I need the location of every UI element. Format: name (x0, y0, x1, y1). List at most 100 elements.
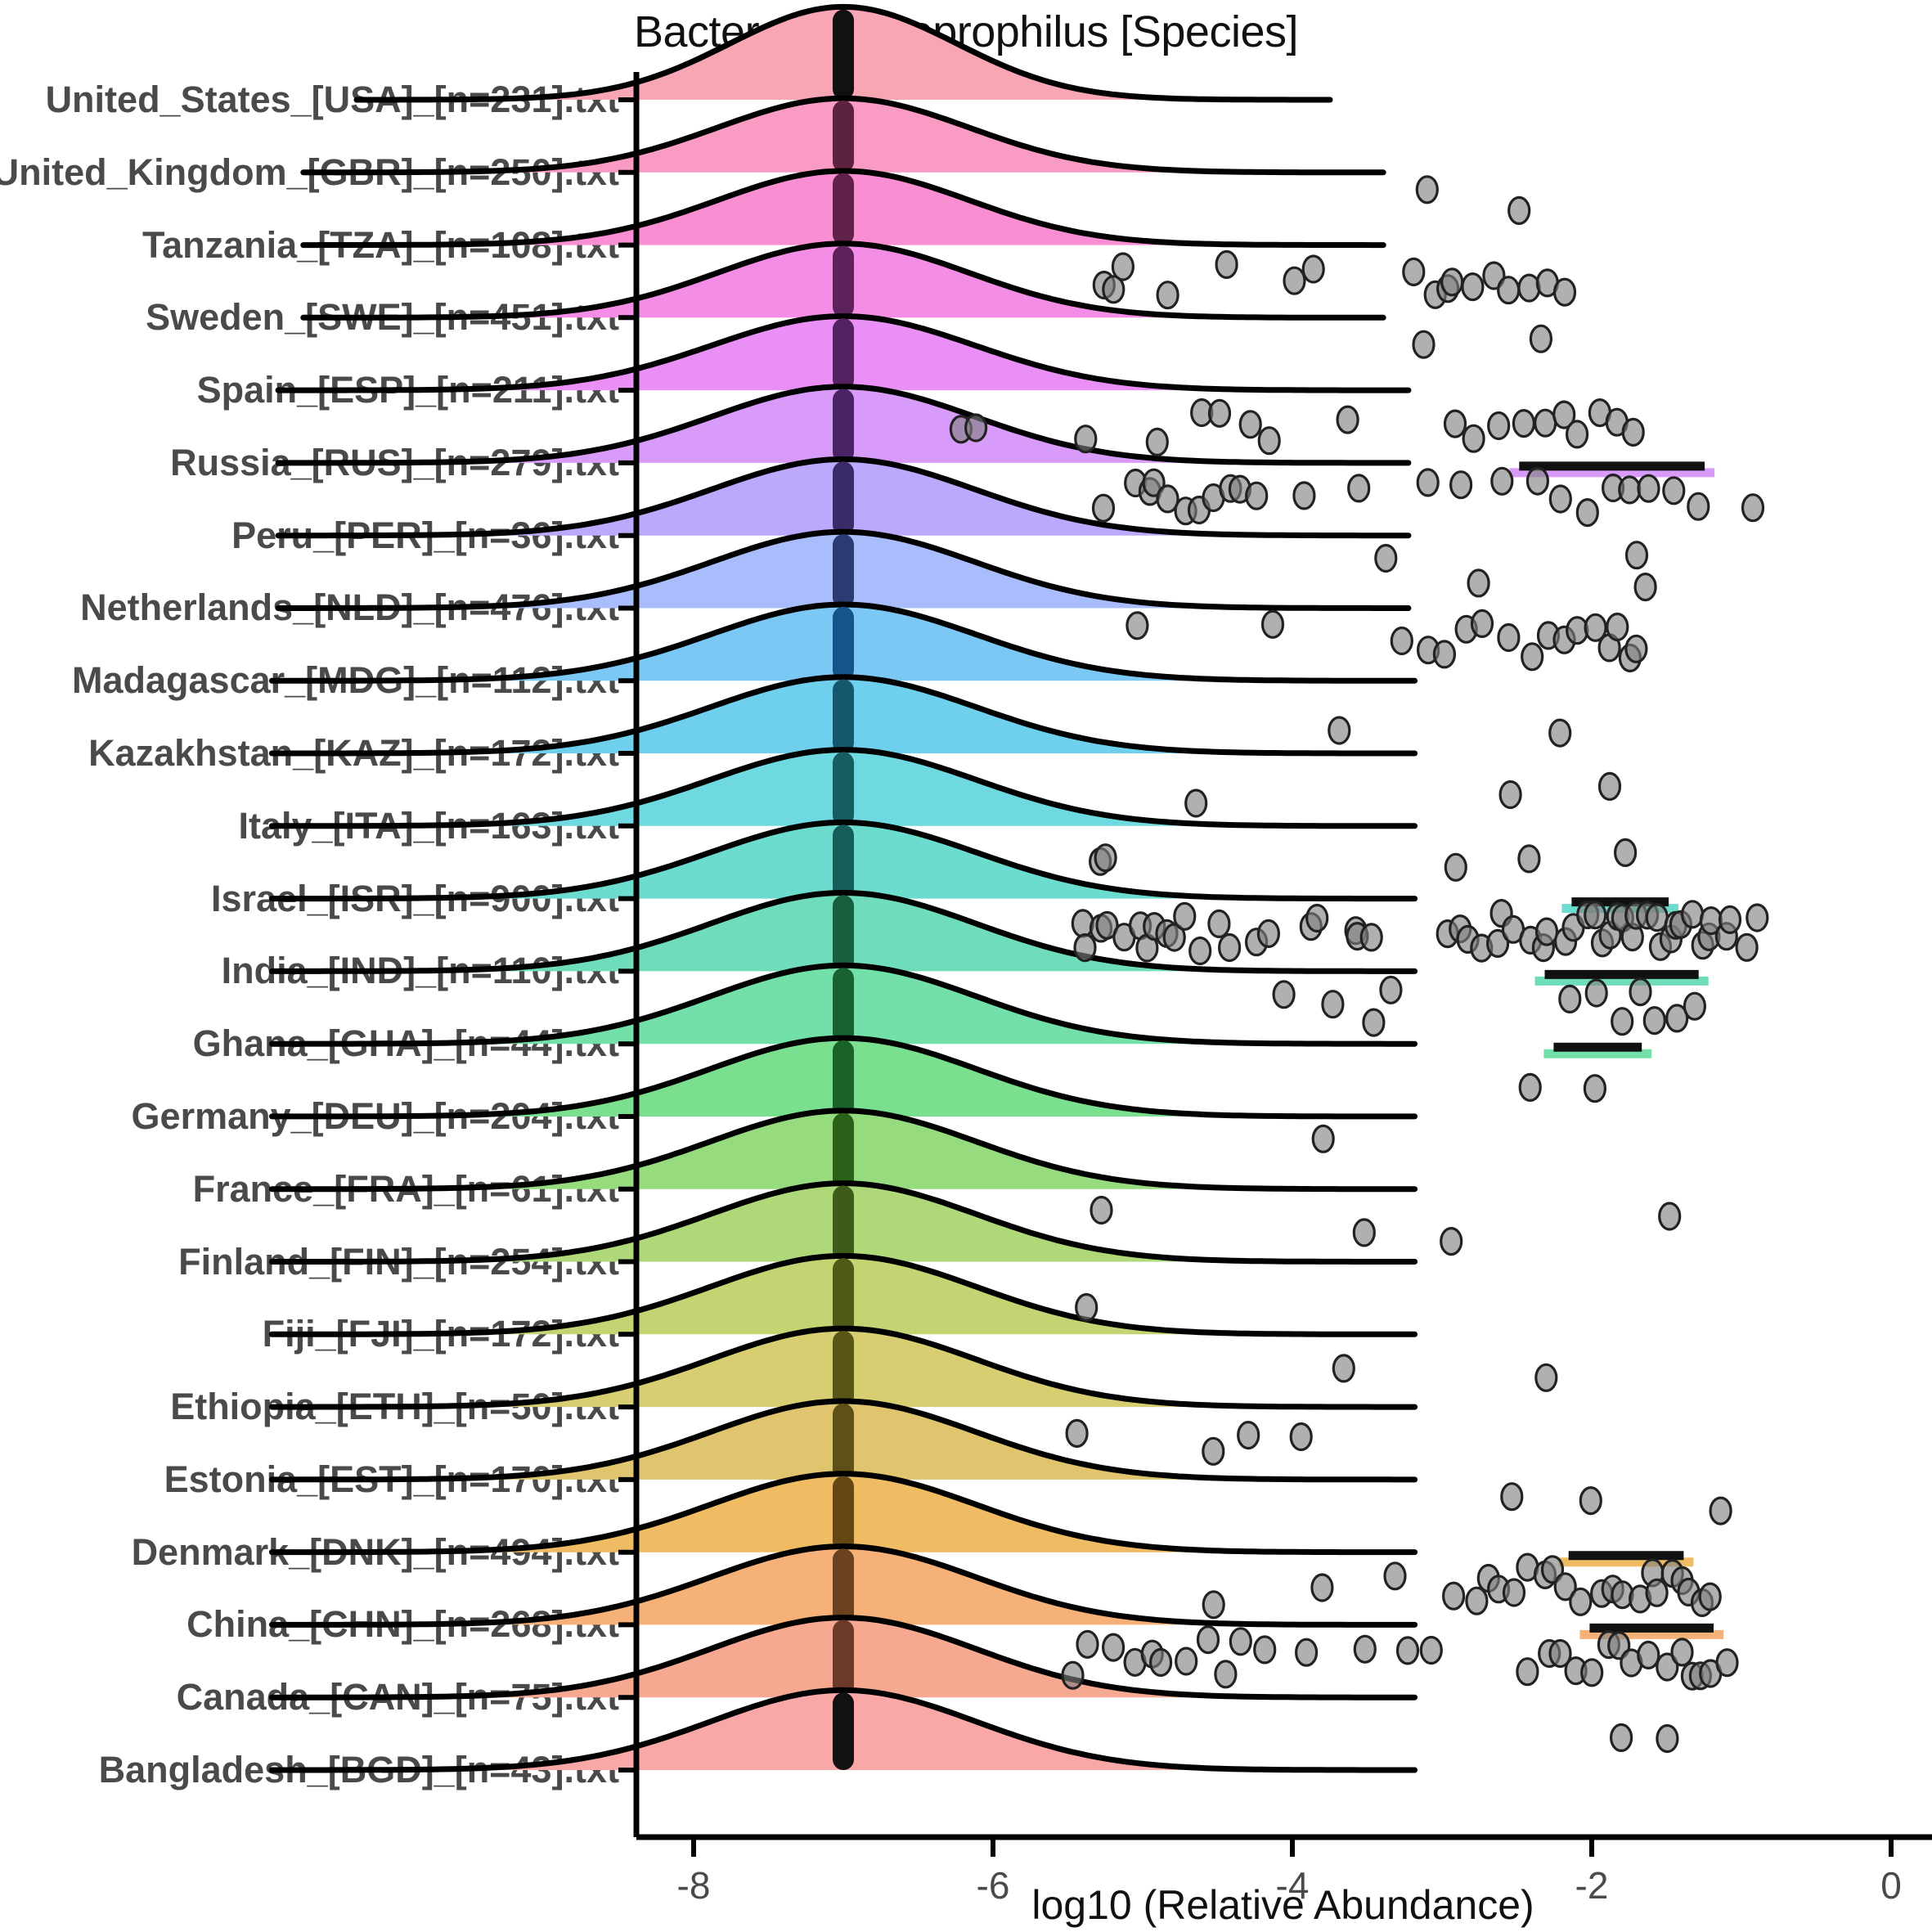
scatter-point (1383, 1561, 1407, 1591)
quantile-bar (833, 1620, 854, 1698)
quantile-bar (833, 824, 854, 899)
scatter-point (1580, 1658, 1604, 1687)
scatter-point (1709, 1496, 1732, 1525)
scatter-point (1142, 468, 1166, 497)
scatter-point (1217, 932, 1242, 963)
scatter-point (1336, 405, 1359, 434)
scatter-point (1283, 266, 1306, 295)
ridge-outline (268, 1398, 1418, 1483)
scatter-point (1321, 990, 1345, 1019)
quantile-bar (833, 100, 854, 173)
scatter-point (1583, 1074, 1607, 1103)
ridge-outline (268, 890, 1418, 974)
scatter-point (1347, 474, 1371, 503)
scatter-point (1412, 330, 1436, 359)
scatter-point (1374, 543, 1398, 573)
scatter-point (1741, 493, 1765, 523)
scatter-point (1256, 919, 1281, 949)
scatter-point (1305, 903, 1329, 933)
scatter-point (1609, 1723, 1633, 1752)
scatter-point (1534, 1363, 1558, 1392)
scatter-point (1497, 622, 1521, 653)
scatter-point (1629, 977, 1652, 1007)
scatter-point (1214, 1660, 1238, 1689)
axis-layer (618, 72, 1932, 1857)
quantile-bar (833, 1258, 854, 1335)
scatter-point (1257, 426, 1281, 456)
scatter-point (1148, 1647, 1173, 1678)
quantile-bar (833, 606, 854, 681)
quantile-bar (833, 1331, 854, 1408)
scatter-point (1101, 1633, 1126, 1662)
ridge-outline (268, 1543, 1418, 1628)
scatter-point (1301, 254, 1325, 284)
scatter-point (1470, 609, 1494, 639)
scatter-point (1715, 1648, 1739, 1678)
scatter-point (1073, 932, 1097, 963)
scatter-point (1332, 1354, 1355, 1383)
x-axis-tick-label: -6 (976, 1864, 1010, 1907)
scatter-point (1718, 905, 1742, 935)
scatter-point (1565, 420, 1589, 449)
scatter-point (1207, 398, 1232, 428)
scatter-point (1670, 1638, 1694, 1667)
scatter-point (1462, 424, 1485, 453)
scatter-point (1402, 257, 1426, 286)
ridge-layer (268, 3, 1418, 1773)
scatter-point (1575, 497, 1599, 528)
scatter-point (1289, 1422, 1313, 1452)
scatter-point (1188, 936, 1212, 966)
scatter-point (1090, 1195, 1113, 1225)
scatter-point (1658, 1202, 1682, 1231)
scatter-point (1076, 1629, 1099, 1659)
scatter-point (1237, 1420, 1260, 1450)
scatter-point (1061, 1660, 1085, 1690)
scatter-point (1272, 980, 1296, 1009)
scatter-point (1683, 991, 1706, 1021)
quantile-bar (833, 9, 854, 100)
scatter-point (1746, 903, 1769, 932)
quantile-bar (833, 1476, 854, 1552)
ridge-outline (300, 95, 1386, 176)
scatter-point (1207, 909, 1231, 939)
scatter-point (1091, 493, 1116, 523)
x-axis-tick-label: -4 (1275, 1864, 1310, 1907)
scatter-point (1162, 923, 1186, 952)
scatter-point (1613, 838, 1638, 868)
quantile-bar (833, 968, 854, 1045)
scatter-point (1611, 1007, 1634, 1036)
scatter-point (1292, 481, 1316, 510)
scatter-point (1502, 1578, 1526, 1607)
scatter-point (1202, 1590, 1225, 1620)
ridge-outline (275, 384, 1412, 466)
scatter-point (1145, 427, 1169, 457)
ridge-outline (268, 1687, 1418, 1773)
ridge-outline (300, 240, 1386, 321)
scatter-point (1584, 901, 1607, 930)
quantile-bar (833, 752, 854, 826)
scatter-point (1359, 923, 1383, 952)
scatter-point (1500, 1482, 1524, 1512)
quantile-bar (833, 1040, 854, 1117)
x-axis-title: log10 (Relative Abundance) (1031, 1882, 1534, 1928)
scatter-point (1173, 901, 1197, 931)
quantile-bar (833, 1185, 854, 1262)
scatter-point (1597, 771, 1622, 802)
scatter-point (1415, 175, 1439, 204)
scatter-point (1553, 1572, 1577, 1602)
quantile-bar (833, 1692, 854, 1770)
scatter-point (1656, 1723, 1679, 1754)
quantile-bar (833, 1403, 854, 1480)
scatter-point (1529, 324, 1553, 353)
scatter-point (1687, 492, 1710, 521)
quantile-bar (833, 1112, 854, 1189)
scatter-point (1175, 1647, 1198, 1676)
scatter-point (1074, 425, 1098, 454)
scatter-point (1465, 1586, 1489, 1615)
scatter-point (1584, 978, 1608, 1008)
scatter-point (1238, 410, 1262, 439)
quantile-bar (833, 173, 854, 245)
ridge-outline (268, 1035, 1418, 1120)
scatter-point (1518, 1072, 1542, 1103)
